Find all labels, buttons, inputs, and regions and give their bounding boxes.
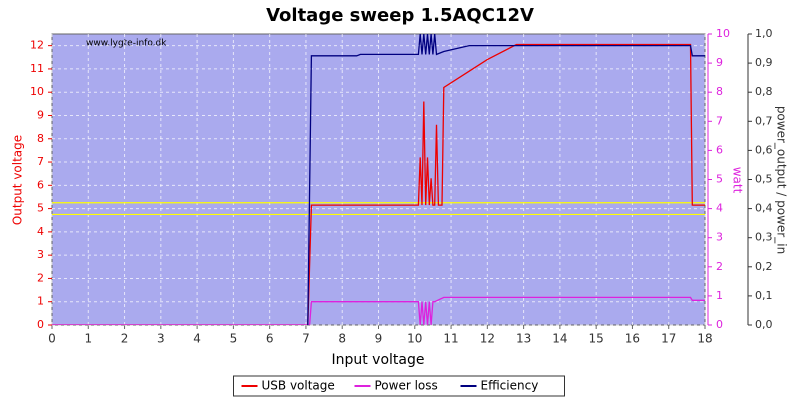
y2-tick-label: 8 [716,85,723,98]
y3-tick-label: 0,5 [755,173,773,186]
series-line [52,43,705,325]
x-tick-label: 16 [625,332,640,346]
x-tick-label: 5 [230,332,238,346]
y2-tick-label: 1 [716,289,723,302]
y-tick-label: 3 [37,248,44,261]
y3-tick-label: 0,7 [755,114,773,127]
y-tick-label: 11 [30,62,44,75]
x-tick-label: 17 [661,332,676,346]
y3-axis-label: power_output / power_in [775,106,789,254]
legend-box [233,375,565,397]
x-tick-label: 10 [407,332,422,346]
legend: USB voltage Power loss Efficiency [233,375,565,397]
x-tick-label: 7 [302,332,310,346]
y-tick-label: 7 [37,155,44,168]
y-tick-label: 10 [30,85,44,98]
plot-layer [52,34,705,325]
y2-tick-label: 9 [716,56,723,69]
x-tick-label: 1 [84,332,92,346]
legend-label: USB voltage [262,379,335,393]
series-line [52,296,705,325]
y2-tick-label: 0 [716,318,723,331]
x-tick-label: 13 [516,332,531,346]
y-tick-label: 9 [37,108,44,121]
series-line [307,34,705,325]
watermark: www.lygte-info.dk [86,39,167,49]
y3-tick-label: 0,8 [755,85,773,98]
y2-tick-label: 4 [716,202,723,215]
y3-tick-label: 0,2 [755,260,773,273]
y2-tick-label: 7 [716,114,723,127]
y-tick-label: 5 [37,202,44,215]
y3-tick-label: 0,9 [755,56,773,69]
y2-tick-label: 2 [716,260,723,273]
x-tick-label: 2 [121,332,129,346]
x-axis-label: Input voltage [331,352,424,368]
legend-label: Efficiency [481,379,539,393]
y3-tick-label: 0,1 [755,289,773,302]
y3-tick-label: 0,3 [755,231,773,244]
y2-tick-label: 5 [716,173,723,186]
y3-tick-label: 1,0 [755,27,773,40]
x-tick-label: 14 [552,332,567,346]
x-tick-label: 4 [193,332,201,346]
y-tick-label: 2 [37,271,44,284]
x-tick-label: 6 [266,332,274,346]
y-tick-label: 1 [37,295,44,308]
y-tick-label: 8 [37,132,44,145]
y2-tick-label: 3 [716,231,723,244]
x-tick-label: 15 [589,332,604,346]
y3-tick-label: 0,0 [755,318,773,331]
y-tick-label: 4 [37,225,44,238]
y3-tick-label: 0,6 [755,143,773,156]
x-tick-label: 3 [157,332,165,346]
x-tick-label: 8 [338,332,346,346]
y2-axis-label: watt [731,167,745,194]
y-tick-label: 6 [37,178,44,191]
x-tick-label: 0 [48,332,56,346]
y-axis-label: Output voltage [11,135,25,225]
y2-tick-label: 10 [716,27,730,40]
x-tick-label: 18 [697,332,712,346]
chart-title: Voltage sweep 1.5AQC12V [266,5,534,26]
y3-tick-label: 0,4 [755,202,773,215]
x-tick-label: 11 [443,332,458,346]
legend-label: Power loss [375,379,438,393]
x-tick-label: 9 [375,332,383,346]
y-tick-label: 0 [37,318,44,331]
y2-tick-label: 6 [716,143,723,156]
y-tick-label: 12 [30,39,44,52]
x-tick-label: 12 [480,332,495,346]
